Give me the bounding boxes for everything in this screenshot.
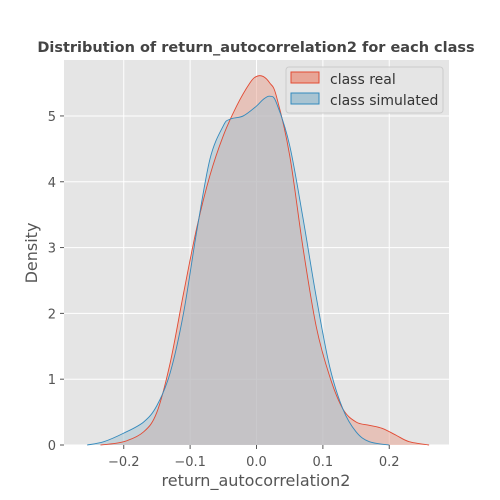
x-axis-label: return_autocorrelation2 bbox=[162, 471, 351, 491]
legend-label-class-real: class real bbox=[330, 72, 396, 88]
x-tick-label: 0.1 bbox=[313, 455, 334, 470]
x-axis-ticks: −0.2 −0.1 0.0 0.1 0.2 bbox=[108, 445, 400, 470]
y-tick-label: 3 bbox=[48, 242, 56, 257]
x-tick-label: 0.0 bbox=[246, 455, 267, 470]
x-tick-label: −0.1 bbox=[174, 455, 206, 470]
legend-box bbox=[285, 66, 444, 114]
x-tick-label: 0.2 bbox=[379, 455, 400, 470]
density-line-class-simulated bbox=[87, 95, 390, 446]
y-axis-ticks: 0 1 2 3 4 5 bbox=[48, 110, 64, 454]
y-tick-label: 4 bbox=[48, 176, 56, 191]
legend-swatch-class-real bbox=[290, 71, 320, 84]
x-tick-label: −0.2 bbox=[108, 455, 140, 470]
density-fill-class-simulated bbox=[87, 96, 390, 446]
legend: class real class simulated bbox=[285, 66, 444, 114]
chart-title: Distribution of return_autocorrelation2 … bbox=[37, 40, 474, 56]
density-areas bbox=[87, 75, 430, 446]
y-tick-label: 1 bbox=[48, 373, 56, 388]
y-tick-label: 2 bbox=[48, 307, 56, 322]
y-tick-label: 0 bbox=[48, 439, 56, 454]
y-tick-label: 5 bbox=[48, 110, 56, 125]
y-axis-label: Density bbox=[22, 223, 41, 284]
legend-swatch-class-simulated bbox=[290, 92, 320, 105]
density-line-class-real bbox=[100, 75, 430, 446]
legend-label-class-simulated: class simulated bbox=[330, 93, 438, 109]
